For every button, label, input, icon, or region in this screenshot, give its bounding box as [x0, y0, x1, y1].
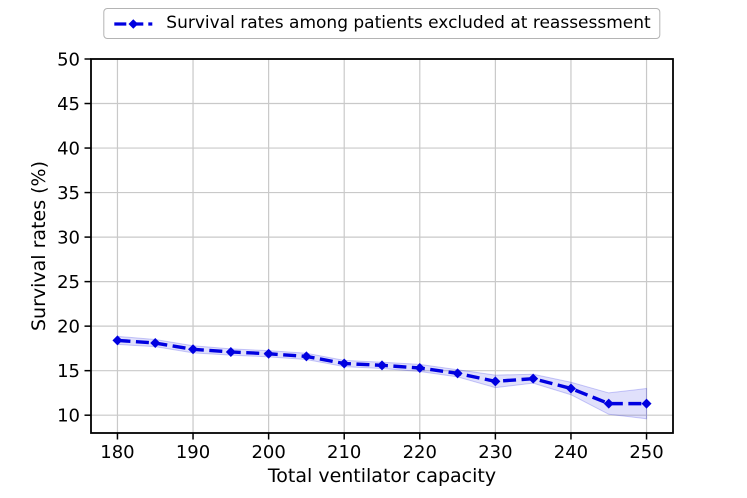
x-axis-title: Total ventilator capacity — [267, 465, 497, 487]
x-tick-label: 200 — [251, 442, 285, 463]
legend: Survival rates among patients excluded a… — [103, 8, 661, 39]
x-tick-label: 190 — [176, 442, 210, 463]
y-tick-label: 45 — [57, 94, 80, 115]
x-tick-label: 250 — [629, 442, 663, 463]
data-point-marker — [150, 338, 161, 349]
y-tick-label: 10 — [57, 406, 80, 427]
y-tick-label: 25 — [57, 272, 80, 293]
legend-line-sample-icon — [114, 18, 153, 29]
x-tick-label: 220 — [403, 442, 437, 463]
data-point-marker — [263, 348, 274, 359]
data-point-marker — [188, 344, 199, 355]
x-tick-label: 230 — [478, 442, 512, 463]
y-axis-title: Survival rates (%) — [28, 160, 50, 332]
data-point-markers — [112, 335, 652, 409]
x-tick-label: 210 — [327, 442, 361, 463]
data-point-marker — [301, 351, 312, 362]
data-point-marker — [414, 362, 425, 373]
data-point-marker — [339, 358, 350, 369]
data-point-marker — [603, 398, 614, 409]
y-tick-label: 15 — [57, 361, 80, 382]
y-tick-label: 35 — [57, 183, 80, 204]
data-point-marker — [452, 368, 463, 379]
x-axis-ticks: 180 190 200 210 220 230 240 250 — [100, 433, 664, 463]
data-point-marker — [565, 383, 576, 394]
plot-border — [90, 58, 674, 434]
x-tick-label: 180 — [100, 442, 134, 463]
data-point-marker — [225, 346, 236, 357]
y-tick-label: 50 — [57, 50, 80, 71]
y-tick-label: 40 — [57, 139, 80, 160]
grid-lines — [91, 58, 673, 433]
x-tick-label: 240 — [554, 442, 588, 463]
data-point-marker — [377, 360, 387, 371]
data-point-marker — [528, 373, 539, 384]
y-tick-label: 30 — [57, 228, 80, 249]
legend-label: Survival rates among patients excluded a… — [166, 13, 651, 33]
data-point-marker — [112, 335, 123, 346]
y-axis-ticks: 10 15 20 25 30 35 40 45 50 — [57, 50, 91, 427]
data-point-marker — [490, 376, 501, 387]
y-tick-label: 20 — [57, 317, 80, 338]
data-point-marker — [641, 398, 652, 409]
